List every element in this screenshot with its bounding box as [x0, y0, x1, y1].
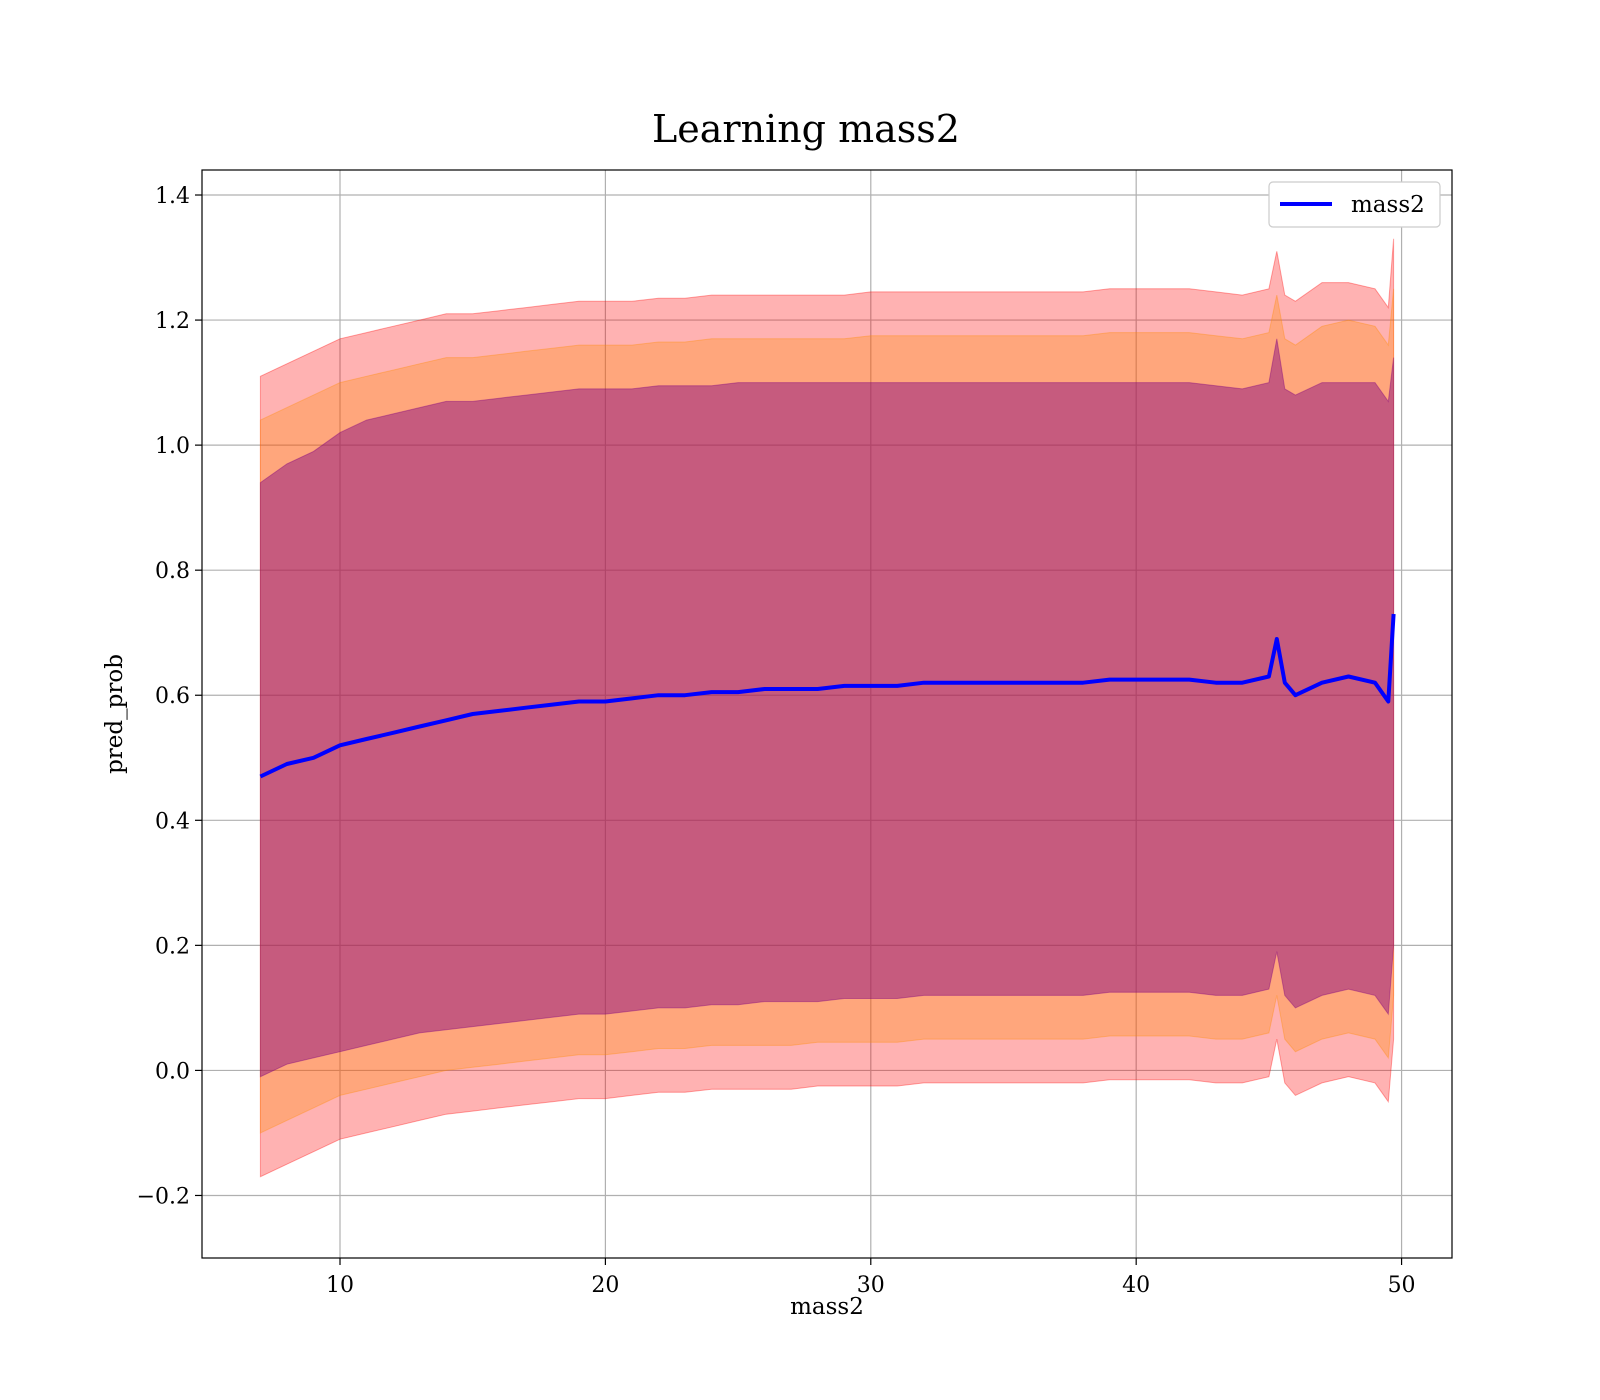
y-tick-label: −0.2 — [137, 1184, 190, 1209]
y-tick-label: 0.6 — [155, 684, 190, 709]
plot-area — [201, 169, 1453, 1259]
y-tick-label: 1.4 — [155, 184, 190, 209]
y-tick-label: 0.8 — [155, 559, 190, 584]
uncertainty-bands — [259, 238, 1395, 1178]
middle-confidence-band — [259, 288, 1395, 1134]
y-tick-label: 0.2 — [155, 934, 190, 959]
grid-lines — [202, 170, 1452, 1258]
plot-frame — [201, 169, 1453, 1259]
x-tick-label: 30 — [857, 1273, 885, 1298]
x-axis-ticks: 10 20 30 40 50 — [326, 1258, 1416, 1298]
y-tick-label: 0.0 — [155, 1059, 190, 1084]
chart-title: Learning mass2 — [652, 107, 960, 151]
x-tick-label: 20 — [591, 1273, 619, 1298]
y-tick-label: 1.2 — [155, 309, 190, 334]
x-tick-label: 40 — [1122, 1273, 1150, 1298]
legend-box — [1268, 181, 1441, 228]
y-tick-label: 0.4 — [155, 809, 190, 834]
plot-background — [202, 170, 1452, 1258]
y-axis-ticks: −0.2 0.0 0.2 0.4 0.6 0.8 1.0 1.2 1.4 — [137, 184, 202, 1209]
legend: mass2 — [1268, 181, 1441, 228]
outer-confidence-band — [259, 238, 1395, 1178]
x-tick-label: 10 — [326, 1273, 354, 1298]
y-axis-label: pred_prob — [102, 654, 128, 774]
x-axis-label: mass2 — [790, 1294, 864, 1320]
series-line-mass2 — [259, 613, 1396, 779]
series-lines — [259, 613, 1396, 779]
y-tick-label: 1.0 — [155, 434, 190, 459]
legend-label-mass2: mass2 — [1351, 192, 1425, 218]
inner-confidence-band — [259, 338, 1395, 1078]
x-tick-label: 50 — [1388, 1273, 1416, 1298]
